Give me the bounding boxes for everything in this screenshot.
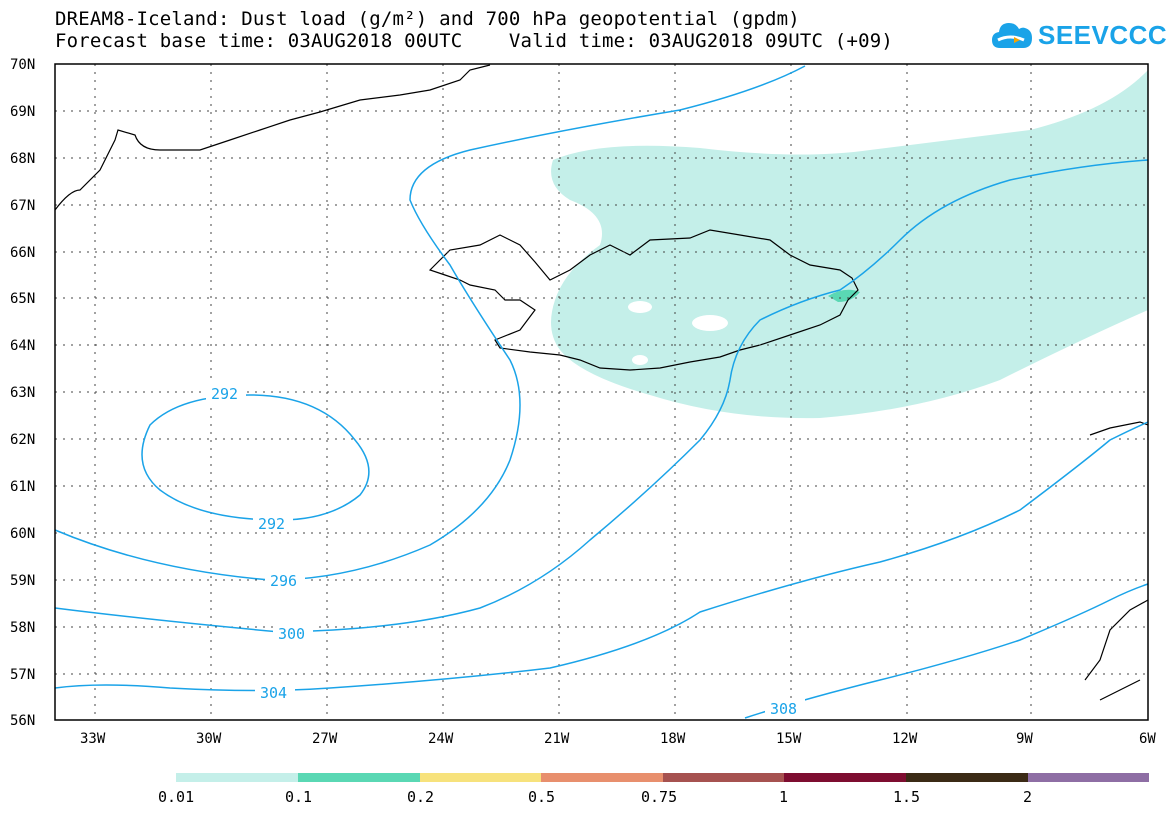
contour-label-296: 296 xyxy=(270,572,297,590)
colorbar-label: 1 xyxy=(779,788,788,806)
lat-label: 66N xyxy=(10,245,35,261)
lon-label: 6W xyxy=(1139,731,1156,747)
colorbar-label: 1.5 xyxy=(893,788,920,806)
lat-label: 69N xyxy=(10,104,35,120)
colorbar-segment xyxy=(298,773,420,782)
lat-label: 56N xyxy=(10,713,35,729)
lon-label: 12W xyxy=(892,731,918,747)
lat-label: 63N xyxy=(10,385,35,401)
contour-304 xyxy=(54,421,1149,692)
seevccc-logo: SEEVCCC xyxy=(990,18,1167,52)
map-title: DREAM8-Iceland: Dust load (g/m²) and 700… xyxy=(55,8,800,30)
contour-308 xyxy=(744,583,1149,719)
colorbar-segment xyxy=(420,773,541,782)
lon-label: 24W xyxy=(428,731,454,747)
lat-label: 61N xyxy=(10,479,35,495)
colorbar-label: 0.2 xyxy=(407,788,434,806)
lon-label: 9W xyxy=(1016,731,1033,747)
lat-label: 59N xyxy=(10,573,35,589)
colorbar-segment xyxy=(784,773,906,782)
lat-label: 68N xyxy=(10,151,35,167)
map-frame xyxy=(54,63,1149,721)
lat-label: 58N xyxy=(10,620,35,636)
contour-labels: 292 292 296 300 304 308 xyxy=(206,384,805,718)
lon-label: 18W xyxy=(660,731,686,747)
colorbar-segment xyxy=(906,773,1028,782)
lon-label: 30W xyxy=(196,731,222,747)
lat-label: 67N xyxy=(10,198,35,214)
colorbar-label: 2 xyxy=(1023,788,1032,806)
lat-label: 62N xyxy=(10,432,35,448)
colorbar-label: 0.5 xyxy=(528,788,555,806)
map-subtitle: Forecast base time: 03AUG2018 00UTC Vali… xyxy=(55,30,894,52)
lat-label: 70N xyxy=(10,57,35,73)
lat-label: 57N xyxy=(10,667,35,683)
longitude-labels: 33W 30W 27W 24W 21W 18W 15W 12W 9W 6W xyxy=(80,731,1156,747)
colorbar-label: 0.01 xyxy=(158,788,194,806)
contour-label-292-bottom: 292 xyxy=(258,515,285,533)
colorbar-segment xyxy=(1028,773,1149,782)
lat-label: 64N xyxy=(10,338,35,354)
colorbar-label: 0.75 xyxy=(641,788,677,806)
lat-label: 60N xyxy=(10,526,35,542)
logo-text: SEEVCCC xyxy=(1038,19,1168,50)
lon-label: 15W xyxy=(776,731,802,747)
lon-label: 27W xyxy=(312,731,338,747)
colorbar-segment xyxy=(663,773,784,782)
colorbar-segment xyxy=(541,773,663,782)
lat-label: 65N xyxy=(10,291,35,307)
colorbar-label: 0.1 xyxy=(285,788,312,806)
cloud-icon xyxy=(992,23,1032,48)
colorbar: 0.01 0.1 0.2 0.5 0.75 1 1.5 2 xyxy=(158,773,1149,806)
contour-296 xyxy=(54,65,806,581)
contour-label-292-top: 292 xyxy=(211,385,238,403)
colorbar-segment xyxy=(176,773,298,782)
lon-label: 33W xyxy=(80,731,106,747)
latitude-labels: 70N 69N 68N 67N 66N 65N 64N 63N 62N 61N … xyxy=(10,57,35,729)
dust-load-area xyxy=(551,70,1148,419)
contour-label-300: 300 xyxy=(278,625,305,643)
lon-label: 21W xyxy=(544,731,570,747)
contour-292 xyxy=(141,394,370,521)
contour-label-304: 304 xyxy=(260,684,287,702)
contour-300 xyxy=(54,159,1149,633)
contour-label-308: 308 xyxy=(770,700,797,718)
